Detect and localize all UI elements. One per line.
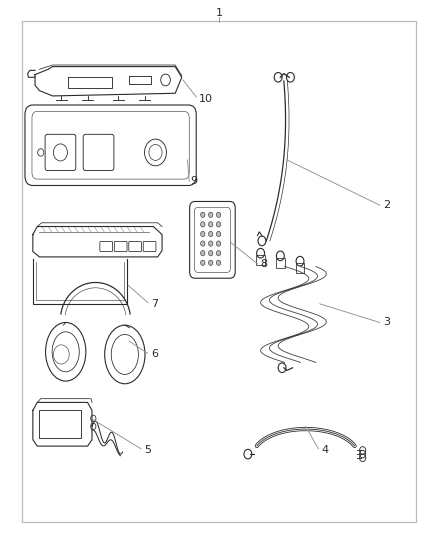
Text: 5: 5 bbox=[145, 446, 152, 455]
Circle shape bbox=[216, 231, 221, 237]
Circle shape bbox=[201, 222, 205, 227]
Text: 7: 7 bbox=[151, 299, 158, 309]
Text: 1: 1 bbox=[215, 9, 223, 18]
Circle shape bbox=[216, 251, 221, 256]
Circle shape bbox=[201, 251, 205, 256]
Circle shape bbox=[201, 241, 205, 246]
Circle shape bbox=[216, 212, 221, 217]
Text: 2: 2 bbox=[383, 200, 390, 210]
Circle shape bbox=[208, 222, 213, 227]
Circle shape bbox=[201, 231, 205, 237]
Circle shape bbox=[208, 241, 213, 246]
Text: 3: 3 bbox=[383, 318, 390, 327]
Text: 8: 8 bbox=[261, 259, 268, 269]
Text: 4: 4 bbox=[322, 446, 329, 455]
Text: 6: 6 bbox=[151, 350, 158, 359]
Circle shape bbox=[208, 212, 213, 217]
Circle shape bbox=[216, 260, 221, 265]
Text: 9: 9 bbox=[191, 176, 198, 186]
Circle shape bbox=[208, 260, 213, 265]
Circle shape bbox=[201, 260, 205, 265]
Circle shape bbox=[201, 212, 205, 217]
Circle shape bbox=[216, 222, 221, 227]
Circle shape bbox=[208, 231, 213, 237]
Circle shape bbox=[216, 241, 221, 246]
Circle shape bbox=[208, 251, 213, 256]
Text: 10: 10 bbox=[199, 94, 213, 103]
